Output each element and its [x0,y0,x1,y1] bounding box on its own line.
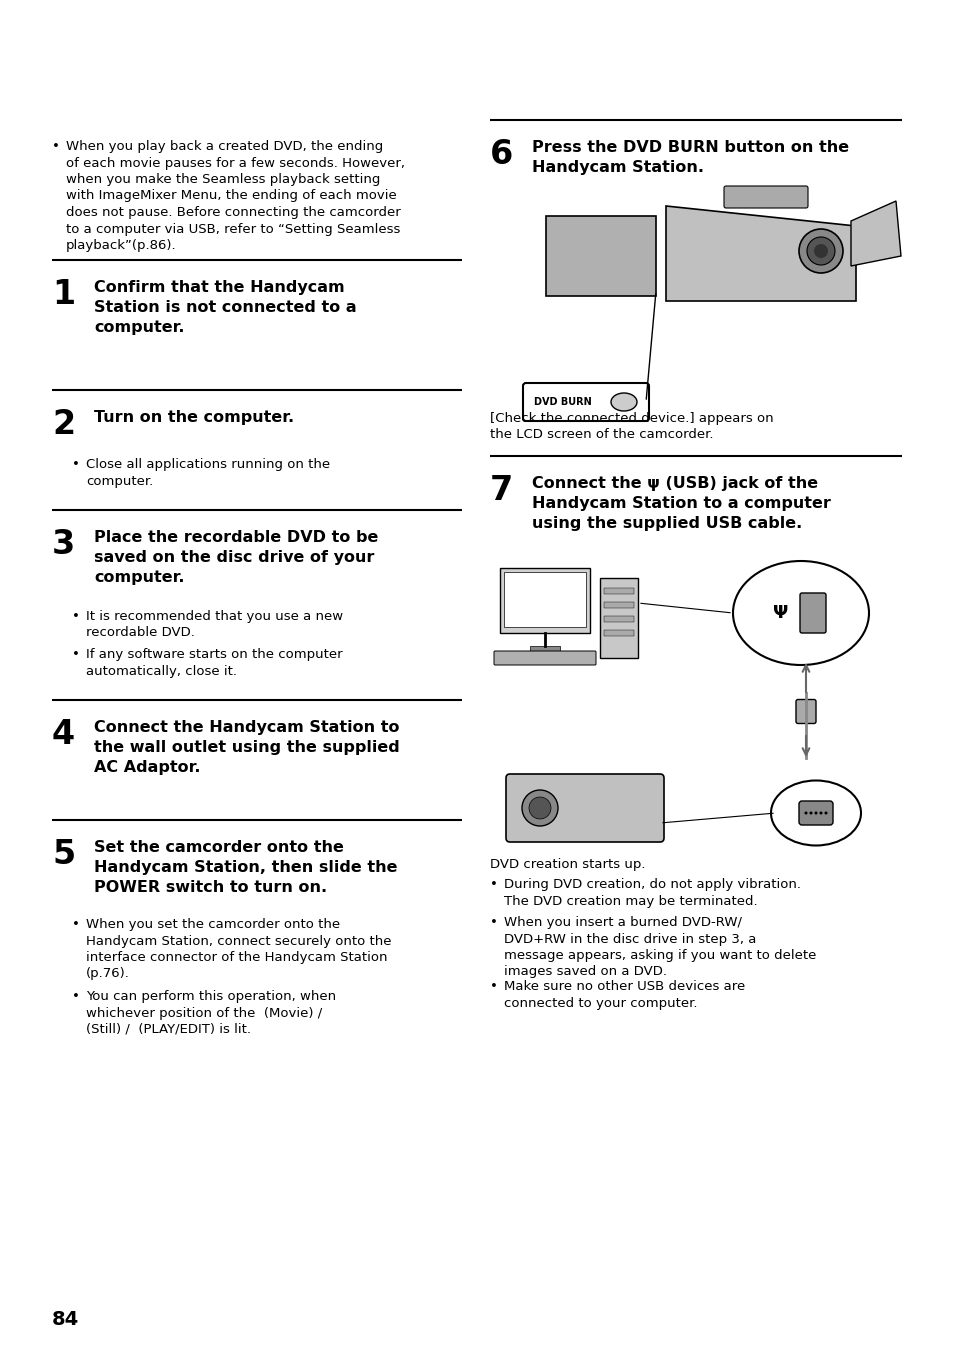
FancyBboxPatch shape [799,801,832,825]
Text: 6: 6 [490,138,513,171]
Text: •: • [71,459,80,471]
Circle shape [521,790,558,826]
FancyBboxPatch shape [503,573,585,627]
Text: If any software starts on the computer
automatically, close it.: If any software starts on the computer a… [86,649,342,677]
Polygon shape [850,201,900,266]
Circle shape [823,811,826,814]
Circle shape [814,811,817,814]
Text: It is recommended that you use a new
recordable DVD.: It is recommended that you use a new rec… [86,611,343,639]
Ellipse shape [732,560,868,665]
Text: [Check the connected device.] appears on
the LCD screen of the camcorder.: [Check the connected device.] appears on… [490,413,773,441]
FancyBboxPatch shape [603,616,634,622]
Polygon shape [545,216,656,296]
Text: Make sure no other USB devices are
connected to your computer.: Make sure no other USB devices are conne… [503,980,744,1010]
Text: •: • [490,878,497,892]
Text: When you set the camcorder onto the
Handycam Station, connect securely onto the
: When you set the camcorder onto the Hand… [86,917,391,981]
Ellipse shape [770,780,861,845]
FancyBboxPatch shape [522,383,648,421]
Text: Turn on the computer.: Turn on the computer. [94,410,294,425]
Circle shape [819,811,821,814]
FancyBboxPatch shape [603,603,634,608]
Text: Set the camcorder onto the
Handycam Station, then slide the
POWER switch to turn: Set the camcorder onto the Handycam Stat… [94,840,397,894]
Text: Confirm that the Handycam
Station is not connected to a
computer.: Confirm that the Handycam Station is not… [94,280,356,335]
Text: Ψ: Ψ [773,604,788,622]
Text: 3: 3 [52,528,75,560]
FancyBboxPatch shape [494,651,596,665]
FancyBboxPatch shape [505,773,663,841]
FancyBboxPatch shape [603,588,634,594]
Text: When you play back a created DVD, the ending
of each movie pauses for a few seco: When you play back a created DVD, the en… [66,140,405,252]
Text: •: • [52,140,60,153]
Circle shape [809,811,812,814]
Text: Press the DVD BURN button on the
Handycam Station.: Press the DVD BURN button on the Handyca… [532,140,848,175]
FancyBboxPatch shape [499,569,589,632]
FancyBboxPatch shape [530,646,559,651]
Text: 2: 2 [52,408,75,441]
Circle shape [529,797,551,820]
FancyBboxPatch shape [723,186,807,208]
FancyBboxPatch shape [603,630,634,636]
Text: •: • [71,991,80,1003]
Text: During DVD creation, do not apply vibration.
The DVD creation may be terminated.: During DVD creation, do not apply vibrat… [503,878,801,908]
Text: 1: 1 [52,278,75,311]
Text: •: • [71,611,80,623]
Text: You can perform this operation, when
whichever position of the  (Movie) /
(Still: You can perform this operation, when whi… [86,991,335,1035]
Text: •: • [490,980,497,993]
Circle shape [813,244,827,258]
Polygon shape [665,206,855,301]
Text: •: • [71,649,80,661]
Text: DVD creation starts up.: DVD creation starts up. [490,858,645,871]
Text: Close all applications running on the
computer.: Close all applications running on the co… [86,459,330,487]
Text: 5: 5 [52,839,75,871]
Text: 7: 7 [490,474,513,508]
Circle shape [799,229,842,273]
Circle shape [803,811,806,814]
FancyBboxPatch shape [800,593,825,632]
FancyBboxPatch shape [599,578,638,658]
Text: •: • [490,916,497,930]
FancyBboxPatch shape [795,699,815,723]
Text: Connect the ψ (USB) jack of the
Handycam Station to a computer
using the supplie: Connect the ψ (USB) jack of the Handycam… [532,476,830,531]
Text: Connect the Handycam Station to
the wall outlet using the supplied
AC Adaptor.: Connect the Handycam Station to the wall… [94,721,399,775]
Text: When you insert a burned DVD-RW/
DVD+RW in the disc drive in step 3, a
message a: When you insert a burned DVD-RW/ DVD+RW … [503,916,816,978]
Text: 4: 4 [52,718,75,750]
Text: •: • [71,917,80,931]
Circle shape [806,237,834,265]
Text: 84: 84 [52,1310,79,1329]
Text: DVD BURN: DVD BURN [534,398,591,407]
Text: Place the recordable DVD to be
saved on the disc drive of your
computer.: Place the recordable DVD to be saved on … [94,531,378,585]
Ellipse shape [610,394,637,411]
